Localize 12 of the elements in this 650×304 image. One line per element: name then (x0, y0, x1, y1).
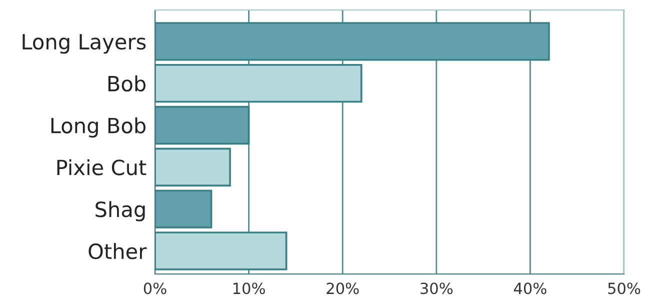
x-tick-label: 10% (234, 282, 265, 294)
y-tick-label: Long Bob (51, 117, 146, 138)
x-tick-label: 40% (514, 282, 546, 294)
x-tick-label: 0% (144, 282, 166, 294)
y-tick-label: Shag (96, 201, 145, 222)
y-tick-label: Bob (108, 75, 146, 92)
y-tick-label: Pixie Cut (57, 159, 146, 176)
x-tick-label: 20% (326, 282, 359, 294)
y-tick-label: Other (88, 243, 147, 260)
x-tick-label: 30% (420, 282, 453, 294)
y-tick-label: Long Layers (22, 34, 146, 54)
x-tick-label: 50% (608, 282, 640, 294)
